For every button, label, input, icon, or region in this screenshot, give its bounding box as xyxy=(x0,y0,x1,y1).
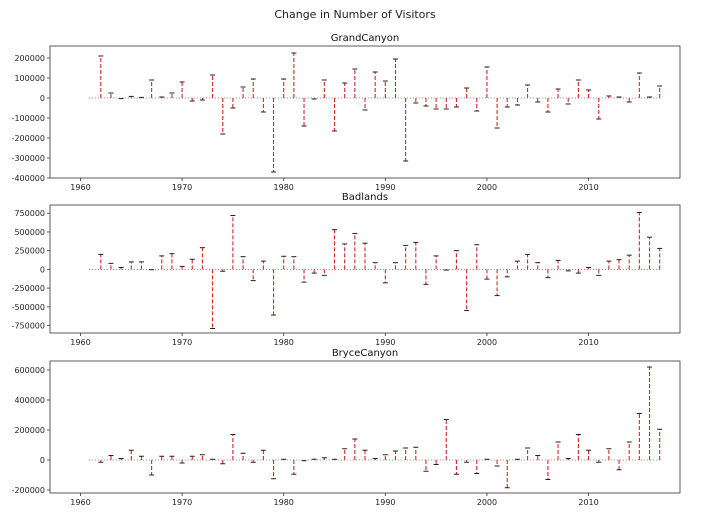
brycecanyon-xtick-label: 1990 xyxy=(375,498,395,507)
panel-badlands: Badlands -750000 -500000 -250000 0 250000 5000… xyxy=(12,192,681,347)
grandcanyon-title: GrandCanyon xyxy=(331,33,400,44)
brycecanyon-xtick-label: 1980 xyxy=(274,498,294,507)
badlands-xtick-label: 2000 xyxy=(477,338,497,347)
brycecanyon-axes-frame xyxy=(49,360,681,494)
brycecanyon-ytick-label: 600000 xyxy=(14,366,45,375)
grandcanyon-xtick-label: 1970 xyxy=(172,183,192,192)
grandcanyon-ytick-label: -300000 xyxy=(12,154,45,163)
brycecanyon-xtick-label: 2000 xyxy=(477,498,497,507)
brycecanyon-ytick-label: 400000 xyxy=(14,396,45,405)
badlands-xtick-label: 1970 xyxy=(172,338,192,347)
brycecanyon-xtick-label: 1970 xyxy=(172,498,192,507)
badlands-xtick-label: 1990 xyxy=(375,338,395,347)
grandcanyon-ytick-label: 100000 xyxy=(14,74,45,83)
brycecanyon-ytick-label: 0 xyxy=(40,456,45,465)
panel-grandcanyon: GrandCanyon -400000 -300000 -200000 -100000 0… xyxy=(12,33,681,192)
brycecanyon-xtick-label: 1960 xyxy=(70,498,90,507)
grandcanyon-ytick-label: -100000 xyxy=(12,114,45,123)
brycecanyon-title: BryceCanyon xyxy=(332,348,398,359)
brycecanyon-ytick-label: -200000 xyxy=(12,486,45,495)
grandcanyon-xtick-label: 1960 xyxy=(70,183,90,192)
badlands-xtick-label: 1980 xyxy=(274,338,294,347)
brycecanyon-ytick-label: 200000 xyxy=(14,426,45,435)
figure-title: Change in Number of Visitors xyxy=(274,8,436,21)
grandcanyon-ytick-label: -200000 xyxy=(12,134,45,143)
badlands-ytick-label: 750000 xyxy=(14,209,45,218)
grandcanyon-axes-frame xyxy=(49,45,681,179)
grandcanyon-ytick-label: 200000 xyxy=(14,54,45,63)
badlands-ytick-label: 0 xyxy=(40,265,45,274)
badlands-ytick-label: 250000 xyxy=(14,247,45,256)
grandcanyon-ytick-label: -400000 xyxy=(12,174,45,183)
badlands-ytick-label: -250000 xyxy=(12,284,45,293)
brycecanyon-xtick-label: 2010 xyxy=(578,498,598,507)
badlands-ytick-label: -750000 xyxy=(12,322,45,331)
grandcanyon-xtick-label: 1980 xyxy=(274,183,294,192)
grandcanyon-ytick-label: 0 xyxy=(40,94,45,103)
badlands-ytick-label: 500000 xyxy=(14,228,45,237)
badlands-title: Badlands xyxy=(342,192,388,203)
grandcanyon-xtick-label: 2010 xyxy=(578,183,598,192)
badlands-xtick-label: 2010 xyxy=(578,338,598,347)
panel-brycecanyon: BryceCanyon -200000 0 200000 400000 600000 196… xyxy=(12,348,681,507)
badlands-xtick-label: 1960 xyxy=(70,338,90,347)
badlands-ytick-label: -500000 xyxy=(12,303,45,312)
grandcanyon-xtick-label: 2000 xyxy=(477,183,497,192)
grandcanyon-xtick-label: 1990 xyxy=(375,183,395,192)
